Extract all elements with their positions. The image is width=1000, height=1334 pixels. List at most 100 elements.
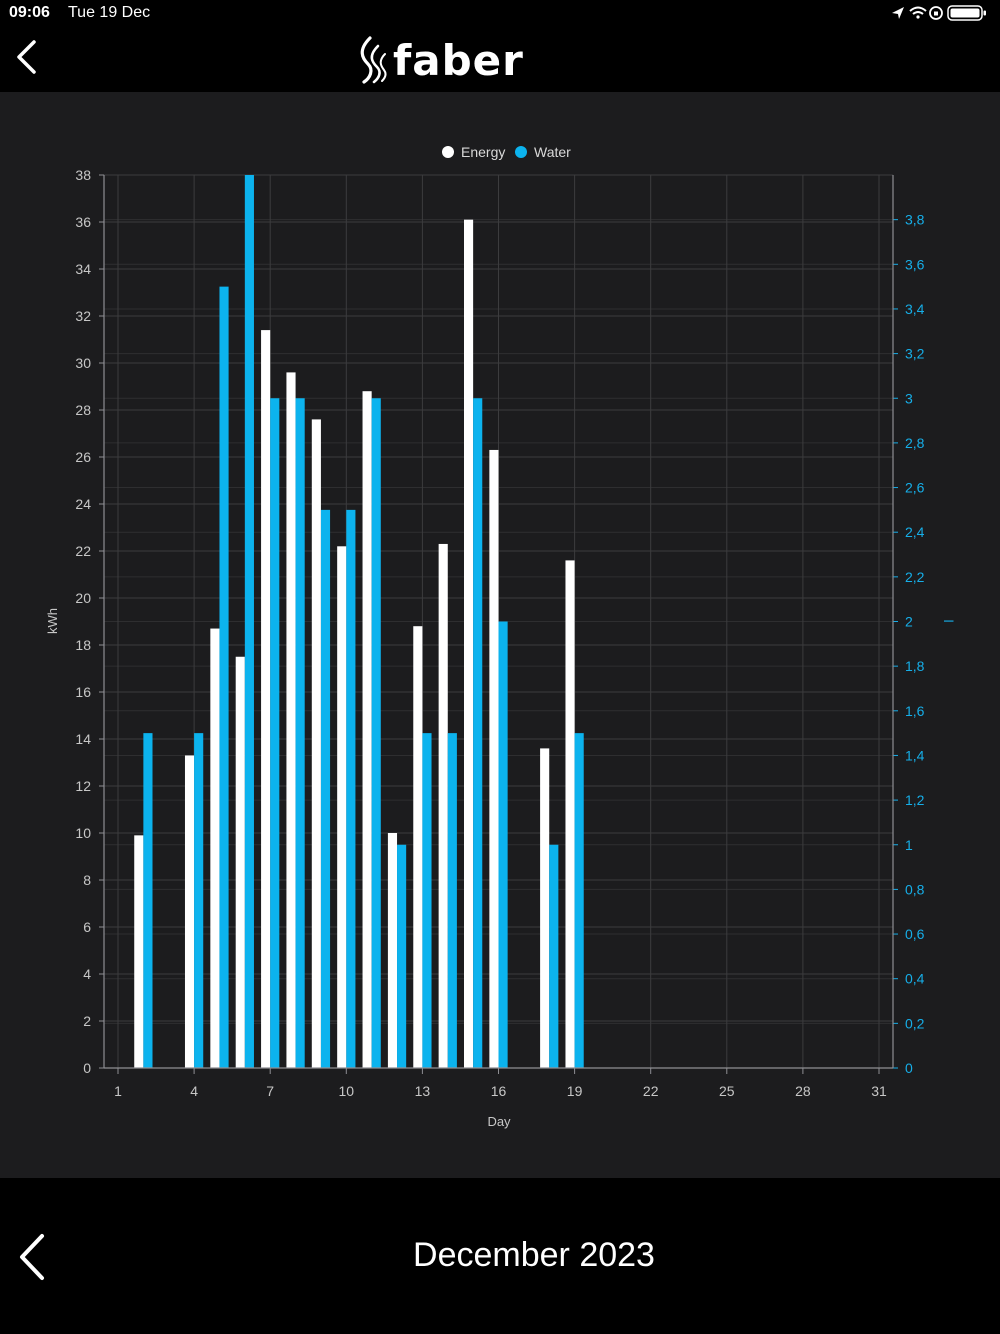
water-bar [143,733,153,1068]
x-tick-label: 22 [643,1083,659,1099]
energy-bar [184,755,195,1068]
y-right-tick-label: 3,6 [905,256,925,272]
y-left-tick-label: 2 [83,1013,91,1029]
x-tick-label: 16 [491,1083,507,1099]
x-tick-label: 25 [719,1083,735,1099]
y-right-tick-label: 0,2 [905,1015,925,1031]
y-right-tick-label: 3 [905,390,913,406]
water-bar [371,398,381,1068]
energy-water-chart: 0246810121416182022242628303234363800,20… [45,144,956,1129]
x-tick-label: 10 [339,1083,355,1099]
water-bar [346,509,356,1068]
energy-bar [286,372,296,1068]
water-bar [244,175,254,1068]
y-right-tick-label: 0,8 [905,881,925,897]
y-right-tick-label: 0 [905,1060,913,1076]
energy-bar [464,219,474,1068]
x-tick-label: 31 [871,1083,887,1099]
y-left-tick-label: 22 [75,543,91,559]
y-left-tick-label: 18 [75,637,91,653]
y-left-tick-label: 6 [83,919,91,935]
water-bar [447,733,457,1068]
y-left-tick-label: 8 [83,872,91,888]
back-button[interactable] [14,38,42,76]
wifi-icon [909,6,927,19]
legend-energy-swatch [442,146,454,158]
y-left-tick-label: 16 [75,684,91,700]
water-bar [574,733,584,1068]
logo-text: faber [393,36,524,85]
y-right-tick-label: 3,4 [905,301,925,317]
water-bar [295,398,305,1068]
location-icon [892,7,904,19]
water-bar [473,398,483,1068]
y-right-tick-label: 2 [905,614,913,630]
y-right-tick-label: 1,8 [905,658,925,674]
x-tick-label: 7 [266,1083,274,1099]
y-right-tick-label: 1 [905,837,913,853]
y-right-tick-label: 2,8 [905,435,925,451]
x-tick-label: 19 [567,1083,583,1099]
water-bar [270,398,280,1068]
x-axis-title: Day [487,1114,511,1129]
y-left-tick-label: 38 [75,167,91,183]
energy-bar [210,628,220,1068]
water-bar [498,621,508,1068]
energy-bar [489,449,499,1068]
y-left-tick-label: 26 [75,449,91,465]
energy-bar [134,835,144,1068]
flame-icon [360,36,387,84]
legend-energy-label: Energy [461,144,505,160]
y-left-tick-label: 28 [75,402,91,418]
y-right-tick-label: 3,2 [905,346,925,362]
y-left-tick-label: 24 [75,496,91,512]
water-bar [320,509,331,1068]
x-tick-label: 4 [190,1083,198,1099]
nav-bar: faber [0,26,1000,92]
y-right-tick-label: 0,4 [905,971,925,987]
y-left-tick-label: 12 [75,778,91,794]
energy-bar [438,543,448,1068]
y-left-tick-label: 30 [75,355,91,371]
y-right-tick-label: 2,6 [905,480,925,496]
water-bar [219,286,229,1068]
y-left-axis-title: kWh [45,608,60,634]
y-left-tick-label: 32 [75,308,91,324]
energy-bar [362,391,372,1068]
energy-bar [565,560,575,1068]
energy-bar [235,656,245,1068]
y-right-tick-label: 2,2 [905,569,925,585]
y-right-tick-label: 1,6 [905,703,925,719]
legend: Energy Water [442,144,571,160]
water-bar [549,844,559,1068]
chevron-left-icon [17,40,36,74]
y-right-tick-label: 1,4 [905,747,925,763]
y-left-tick-label: 20 [75,590,91,606]
y-left-tick-label: 34 [75,261,91,277]
x-tick-label: 28 [795,1083,811,1099]
previous-month-button[interactable] [16,1232,50,1282]
legend-water-swatch [515,146,527,158]
y-left-tick-label: 10 [75,825,91,841]
battery-icon [947,5,986,21]
x-tick-label: 13 [415,1083,431,1099]
y-left-tick-label: 14 [75,731,91,747]
y-right-axis-title: l [941,620,956,623]
y-right-tick-label: 1,2 [905,792,925,808]
energy-bar [337,546,347,1068]
y-right-tick-label: 2,4 [905,524,925,540]
y-left-tick-label: 4 [83,966,91,982]
orientation-lock-icon [929,6,943,20]
y-left-tick-label: 36 [75,214,91,230]
y-left-tick-label: 0 [83,1060,91,1076]
bars [134,175,584,1069]
month-navigation-bar: December 2023 [0,1178,1000,1334]
x-tick-label: 1 [114,1083,122,1099]
status-time: 09:06 [9,4,50,21]
status-date: Tue 19 Dec [68,4,151,21]
y-right-tick-label: 3,8 [905,212,925,228]
status-bar: 09:06 Tue 19 Dec [0,0,1000,26]
faber-logo: faber [354,32,534,88]
month-label: December 2023 [413,1236,655,1274]
energy-bar [261,330,271,1069]
